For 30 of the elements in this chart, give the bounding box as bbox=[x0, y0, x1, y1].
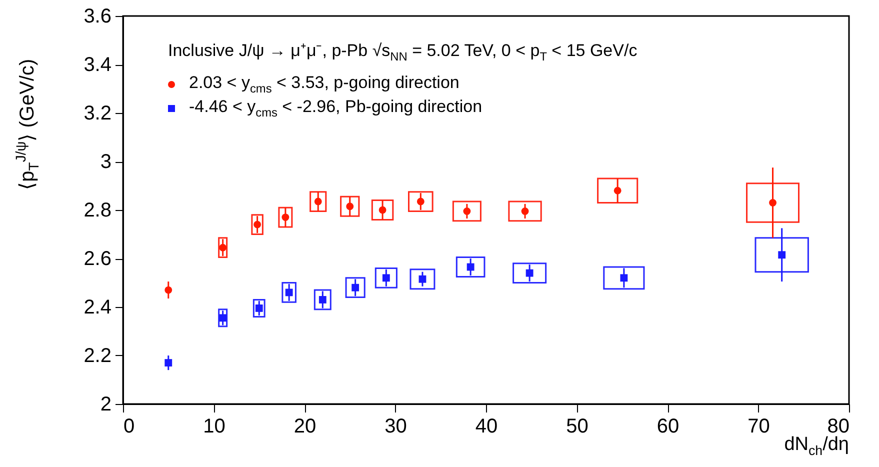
legend-label: 2.03 < y$_{cms}$ < 3.53, p-going direction bbox=[189, 72, 460, 96]
point bbox=[769, 199, 776, 206]
point bbox=[164, 286, 172, 294]
x-tick-label: 10 bbox=[203, 416, 226, 438]
annotation: Inclusive J/ψ → μ⁺μ⁻, p-Pb √s$_{NN}$ = 5.02 TeV, 0 < p$_{T}$ < 15 GeV/c bbox=[168, 40, 638, 64]
x-tick-label: 50 bbox=[566, 416, 588, 438]
point bbox=[526, 269, 534, 277]
point bbox=[778, 251, 786, 259]
y-tick-label: 2.2 bbox=[84, 345, 112, 367]
y-tick-label: 2.4 bbox=[84, 296, 112, 318]
bar bbox=[371, 200, 394, 220]
point bbox=[614, 186, 622, 194]
point bbox=[620, 274, 628, 282]
y-tick-label: 3 bbox=[100, 151, 112, 173]
y-tick-label: 3.2 bbox=[84, 102, 112, 124]
point bbox=[521, 208, 529, 215]
y-tick-label: 3.4 bbox=[84, 54, 112, 76]
bar bbox=[374, 267, 398, 288]
x-tick-label: 0 bbox=[124, 416, 135, 438]
x-tick-label: 40 bbox=[475, 416, 498, 438]
y-tick-label: 2 bbox=[100, 394, 112, 416]
point bbox=[164, 359, 172, 366]
y-tick-label: 3.6 bbox=[84, 6, 112, 28]
y-tick-label: 2.6 bbox=[84, 248, 112, 270]
x-tick-label: 20 bbox=[294, 416, 316, 438]
x-tick-label: 60 bbox=[656, 416, 680, 438]
x-tick-label: 30 bbox=[384, 416, 407, 438]
x-tick-label: 70 bbox=[748, 416, 770, 438]
legend-label: -4.46 < y$_{cms}$ < -2.96, Pb-going direction bbox=[189, 96, 482, 120]
y-tick-label: 2.8 bbox=[84, 200, 112, 222]
